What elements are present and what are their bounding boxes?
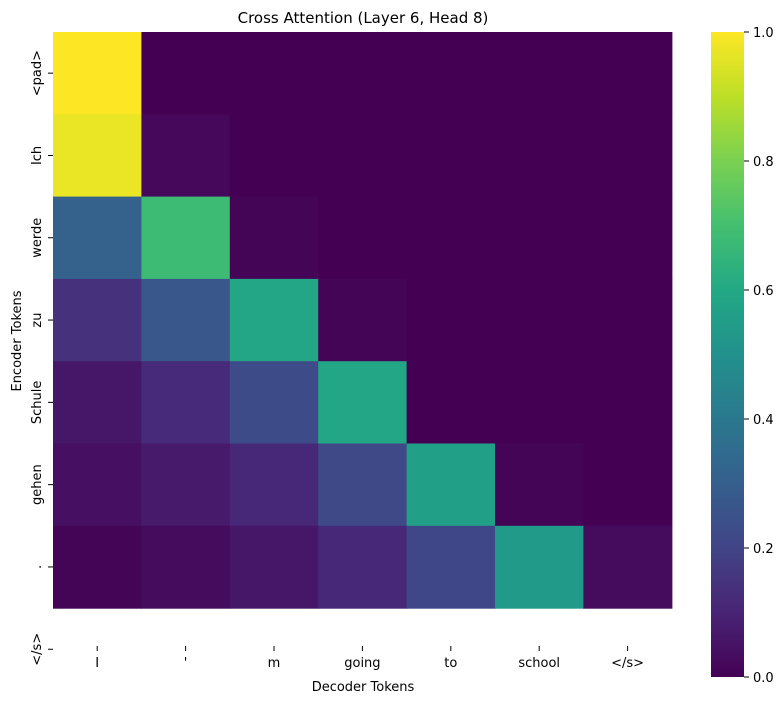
heatmap-cell (141, 278, 231, 362)
heatmap-cell (583, 114, 673, 198)
y-tick-label: <pad> (30, 50, 45, 96)
x-axis-ticks: I ' m going to school </s> (95, 646, 644, 671)
y-tick-label: Schule (30, 381, 45, 425)
heatmap-cell (318, 196, 408, 280)
heatmap-cell (141, 114, 231, 198)
x-tick-label: m (268, 656, 281, 671)
heatmap-cell (229, 278, 319, 362)
y-tick-label: gehen (30, 464, 45, 505)
colorbar-tick-label: 1.0 (753, 26, 774, 41)
x-tick-label: to (444, 656, 457, 671)
x-tick-label: school (518, 656, 560, 671)
heatmap-cell (583, 196, 673, 280)
heatmap-cell (318, 525, 408, 609)
heatmap-cell (495, 32, 584, 115)
heatmap-cell (406, 525, 496, 609)
heatmap-cell (53, 361, 142, 445)
heatmap-cell (406, 443, 496, 527)
y-axis-ticks: <pad> Ich werde zu Schule gehen. </s> (30, 50, 53, 666)
heatmap-cell (406, 361, 496, 445)
heatmap-cell (495, 361, 584, 445)
heatmap-cell (141, 443, 231, 527)
heatmap-cell (318, 114, 408, 198)
heatmap-cell (229, 361, 319, 445)
heatmap-cell (583, 32, 673, 115)
heatmap-cell (53, 443, 142, 527)
heatmap-cell (495, 525, 584, 609)
heatmap-cell (53, 32, 142, 115)
heatmap-cell (406, 196, 496, 280)
colorbar (711, 32, 744, 677)
colorbar-tick-label: 0.8 (753, 155, 774, 170)
y-tick-label: zu (30, 313, 45, 328)
colorbar-tick-label: 0.4 (753, 413, 774, 428)
heatmap-cell (406, 32, 496, 115)
heatmap-cell (229, 525, 319, 609)
chart-title: Cross Attention (Layer 6, Head 8) (238, 9, 489, 27)
y-tick-label: werde (30, 218, 45, 258)
heatmap-cell (53, 525, 142, 609)
heatmap-cell (495, 443, 584, 527)
heatmap-cell (583, 525, 673, 609)
heatmap-cell (141, 525, 231, 609)
y-tick-label: </s> (30, 633, 45, 666)
colorbar-tick-label: 0.6 (753, 284, 774, 299)
y-axis-label: Encoder Tokens (10, 290, 25, 391)
heatmap-cell (229, 32, 319, 115)
x-tick-label: going (344, 656, 380, 671)
heatmap-cell (495, 114, 584, 198)
heatmap-cell (53, 114, 142, 198)
colorbar-ticks: 0.0 0.2 0.4 0.6 0.8 1.0 (744, 26, 774, 686)
heatmap-cell (318, 443, 408, 527)
heatmap-cell (229, 196, 319, 280)
x-tick-label: I (95, 656, 99, 671)
heatmap-cell (318, 32, 408, 115)
x-tick-label: </s> (611, 656, 644, 671)
heatmap-cell (229, 443, 319, 527)
heatmap-cell (318, 361, 408, 445)
heatmap-cell (495, 196, 584, 280)
y-tick-label: . (30, 565, 45, 569)
heatmap-cell (141, 196, 231, 280)
heatmap-cell (583, 278, 673, 362)
heatmap-cell (583, 443, 673, 527)
colorbar-tick-label: 0.2 (753, 542, 774, 557)
x-tick-label: ' (184, 656, 188, 671)
y-tick-label: Ich (30, 146, 45, 165)
heatmap-cell (141, 361, 231, 445)
x-axis-label: Decoder Tokens (312, 680, 415, 695)
heatmap-cell (53, 278, 142, 362)
heatmap-cell (141, 32, 231, 115)
heatmap-cell (406, 114, 496, 198)
heatmap-cell (583, 361, 673, 445)
heatmap-cells (53, 32, 673, 609)
heatmap-cell (229, 114, 319, 198)
heatmap-cell (495, 278, 584, 362)
heatmap-cell (406, 278, 496, 362)
heatmap-cell (318, 278, 408, 362)
heatmap-cell (53, 196, 142, 280)
colorbar-tick-label: 0.0 (753, 671, 774, 686)
